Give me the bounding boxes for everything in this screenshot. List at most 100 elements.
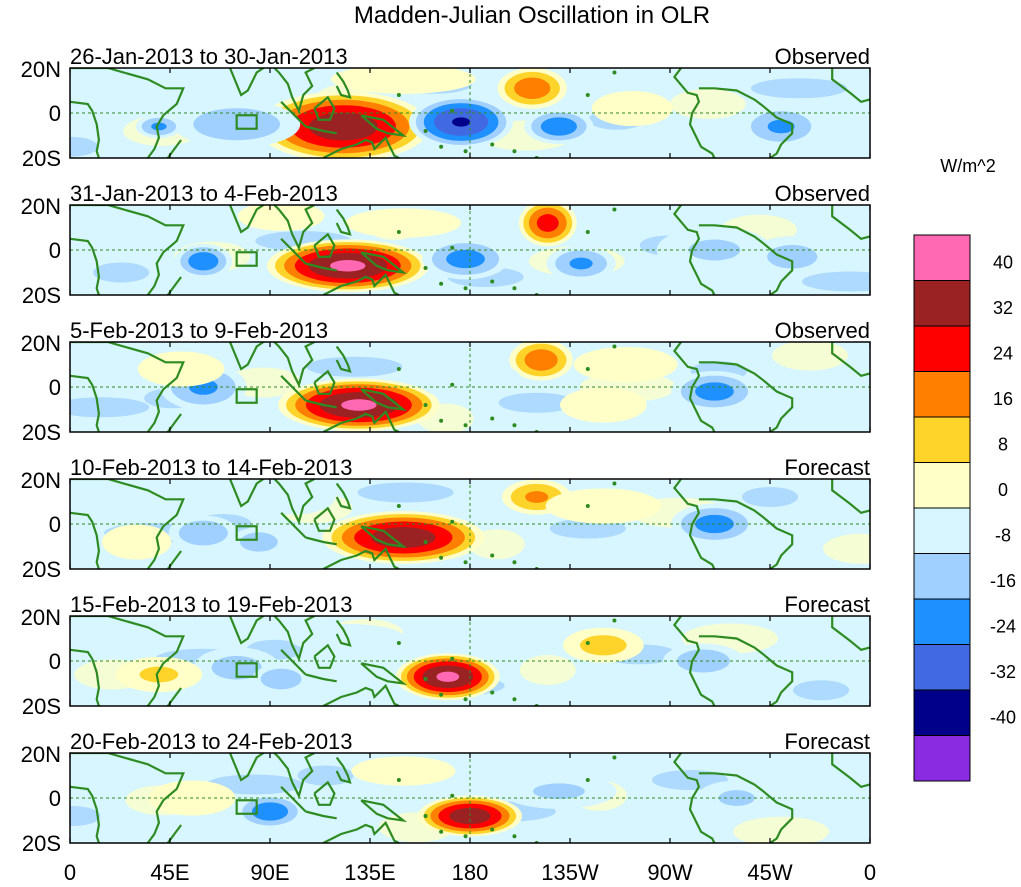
colorbar-level-label: 8 [998,435,1008,455]
coastline [194,205,315,251]
island [439,692,444,697]
panel-status-label: Forecast [784,592,870,617]
reference-box [235,525,258,541]
island [396,93,401,97]
island [585,504,590,508]
island [423,540,428,544]
island [463,697,468,702]
island [463,423,468,428]
reference-box [235,388,258,404]
island [490,279,495,284]
coastline [672,616,716,706]
x-tick-label: 135W [541,860,599,885]
panel-status-label: Forecast [784,455,870,480]
colorbar-level-label: -24 [990,617,1016,637]
y-tick-label: 0 [49,375,61,400]
coastline [194,479,315,525]
contour-band [524,349,558,371]
colorbar-units-label: W/m^2 [940,156,995,176]
y-tick-label: 0 [49,238,61,263]
anomaly-field [93,205,870,293]
island [512,286,517,291]
panel-2: 31-Jan-2013 to 4-Feb-2013 Observed 20N 0 20S [21,181,871,308]
contour-band [767,119,795,134]
colorbar-level-label: -8 [995,526,1011,546]
coastline [70,342,185,432]
colorbar-level-label: -40 [990,708,1016,728]
anomaly-2 [518,205,577,247]
island [450,245,455,250]
coastline [305,399,337,409]
y-tick-label: 0 [49,786,61,811]
colorbar-swatch [913,553,971,600]
weak-anomaly [772,342,848,371]
weak-anomaly [206,774,303,795]
island [423,677,428,681]
contour-band [248,479,336,515]
panel-status-label: Forecast [784,729,870,754]
contour-band [237,205,325,231]
island [423,129,428,133]
coastline [831,616,870,652]
panel-status-label: Observed [775,318,870,343]
contour-band [533,783,585,800]
panel-status-label: Observed [775,44,870,69]
coastline [313,369,336,395]
reference-box [235,251,258,267]
coastline [70,616,185,706]
anomaly-4 [174,243,233,279]
coastlines [70,68,870,158]
coastline [305,125,337,135]
colorbar-level-label: 24 [993,344,1013,364]
anomaly-3 [671,371,758,412]
y-tick-label: 20S [22,831,61,856]
contour-band [102,524,172,560]
reference-box [235,799,258,815]
anomaly-6 [546,245,616,282]
island [463,149,468,154]
coastline [672,342,716,432]
coastlines [70,753,870,843]
anomaly-5 [422,238,509,280]
island [423,814,428,818]
anomaly-field [74,619,850,701]
contour-band [345,208,462,238]
colorbar-level-label: 16 [993,389,1013,409]
island [439,281,444,286]
coastline [831,479,870,515]
colorbar-swatch [913,507,971,554]
island [396,641,401,645]
island [512,423,517,428]
y-tick-label: 20S [22,283,61,308]
coastline [280,238,307,265]
island [585,641,590,645]
anomaly-5 [252,664,310,694]
contour-band [330,260,366,272]
weak-anomaly [742,487,798,507]
coastline [70,100,101,158]
colorbar-swatch [913,598,971,645]
coastline [672,479,716,569]
island [585,367,590,371]
coastline [322,135,400,158]
coastline [313,506,336,532]
colorbar-swatch [913,735,971,782]
coastline [313,780,336,806]
island [396,778,401,782]
coastline [335,482,352,510]
island [450,519,455,524]
coastline [280,375,307,402]
colorbar-swatch [913,689,971,736]
coastline [313,232,336,258]
x-tick-label: 45W [747,860,792,885]
colorbar-level-label: 0 [998,480,1008,500]
coastline [360,251,408,275]
island [612,207,617,212]
coastline [305,810,337,820]
weak-anomaly [750,78,847,99]
island [423,403,428,407]
island [612,618,617,623]
coastline [672,205,716,295]
y-tick-label: 20N [21,194,61,219]
